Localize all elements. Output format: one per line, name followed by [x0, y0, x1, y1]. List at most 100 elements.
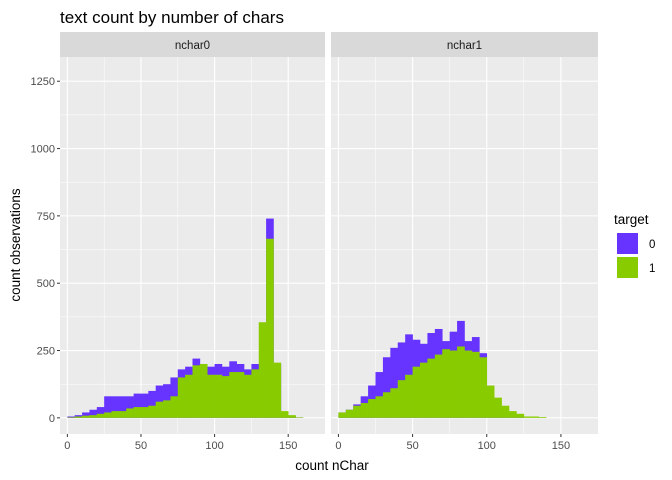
x-axis-title: count nChar — [295, 458, 369, 473]
y-axis-title: count observations — [8, 188, 23, 302]
facet-strip — [331, 32, 598, 57]
bar-target-1 — [155, 401, 164, 418]
bar-target-1 — [471, 351, 480, 418]
bar-target-1 — [133, 407, 142, 418]
bar-target-1 — [104, 412, 112, 418]
facet-strip — [60, 32, 325, 57]
bar-target-1 — [464, 350, 473, 418]
bar-target-1 — [236, 372, 245, 418]
legend: target 0 1 — [614, 212, 655, 278]
bar-target-1 — [531, 416, 539, 418]
bar-target-1 — [486, 385, 495, 418]
bar-target-0 — [89, 409, 98, 418]
bar-target-1 — [434, 354, 443, 418]
bar-target-1 — [67, 417, 76, 418]
legend-swatch-1 — [617, 257, 638, 278]
bar-target-1 — [523, 416, 532, 418]
bar-target-1 — [251, 369, 260, 418]
y-tick-label: 250 — [37, 346, 55, 358]
bar-target-1 — [412, 366, 421, 418]
chart-title: text count by number of chars — [60, 8, 284, 27]
bar-target-1 — [199, 363, 208, 418]
x-tick-label: 100 — [205, 440, 223, 452]
bar-target-1 — [280, 411, 289, 418]
bar-target-0 — [133, 393, 142, 418]
bar-target-1 — [96, 413, 105, 418]
legend-label-1: 1 — [649, 263, 655, 275]
bar-target-1 — [163, 400, 171, 418]
bar-target-1 — [177, 377, 186, 418]
bar-target-1 — [353, 405, 361, 418]
bar-target-1 — [221, 376, 230, 418]
bar-target-1 — [538, 417, 547, 418]
bar-target-1 — [375, 396, 384, 418]
bar-target-1 — [111, 411, 120, 418]
bar-target-1 — [207, 374, 215, 418]
bar-target-1 — [118, 411, 127, 418]
bar-target-0 — [96, 407, 105, 418]
bar-target-1 — [229, 372, 237, 418]
bar-target-1 — [390, 388, 399, 418]
bar-target-0 — [148, 390, 156, 418]
bar-target-0 — [111, 396, 120, 418]
bar-target-1 — [148, 405, 156, 418]
bar-target-1 — [345, 409, 354, 418]
y-tick-label: 1000 — [31, 144, 55, 156]
facet-strip-label: nchar0 — [175, 40, 210, 52]
bar-target-0 — [104, 396, 112, 418]
legend-title: target — [614, 212, 649, 227]
bar-target-0 — [140, 393, 149, 418]
bar-target-0 — [390, 347, 399, 418]
bar-target-0 — [382, 357, 391, 418]
y-tick-label: 750 — [37, 211, 55, 223]
y-tick-label: 500 — [37, 278, 55, 290]
x-tick-label: 100 — [478, 440, 496, 452]
bar-target-1 — [185, 374, 193, 418]
x-tick-label: 150 — [279, 440, 297, 452]
bar-target-1 — [273, 362, 282, 418]
bar-target-1 — [295, 417, 304, 418]
bar-target-1 — [126, 408, 134, 418]
bar-target-1 — [479, 357, 488, 418]
bar-target-1 — [244, 374, 252, 418]
bar-target-0 — [375, 372, 384, 418]
x-tick-label: 0 — [64, 440, 70, 452]
x-tick-label: 50 — [135, 440, 147, 452]
bar-target-1 — [368, 398, 376, 418]
bar-target-1 — [449, 350, 458, 418]
bar-target-1 — [501, 405, 510, 418]
bar-target-0 — [126, 396, 134, 418]
plot-area: nchar0 0 50 100 150 nchar1 0 50 100 150 0 250 500 750… — [31, 32, 598, 452]
bar-target-1 — [382, 392, 391, 418]
bar-target-1 — [266, 238, 274, 418]
bar-target-1 — [420, 362, 428, 418]
bar-target-1 — [170, 396, 179, 418]
y-tick-label: 1250 — [31, 76, 55, 88]
bar-target-1 — [427, 358, 436, 418]
bar-target-0 — [67, 416, 76, 418]
bar-target-1 — [288, 415, 296, 418]
legend-label-0: 0 — [649, 239, 655, 251]
y-tick-label: 0 — [49, 413, 55, 425]
bar-target-1 — [140, 407, 149, 418]
bar-target-1 — [89, 415, 98, 418]
bar-target-1 — [74, 416, 83, 418]
bar-target-1 — [405, 374, 413, 418]
bar-target-1 — [509, 411, 517, 418]
bar-target-1 — [494, 397, 502, 418]
bar-target-1 — [214, 374, 223, 418]
bar-target-1 — [258, 322, 267, 418]
bar-target-0 — [118, 396, 127, 418]
facet-strip-label: nchar1 — [447, 40, 482, 52]
bar-target-1 — [338, 412, 347, 418]
bar-target-1 — [457, 346, 465, 418]
x-tick-label: 150 — [552, 440, 570, 452]
bar-target-1 — [192, 365, 201, 418]
x-tick-label: 0 — [335, 440, 341, 452]
bar-target-1 — [442, 349, 450, 418]
legend-swatch-0 — [617, 233, 638, 254]
bar-target-0 — [82, 412, 90, 418]
bar-target-1 — [360, 403, 369, 418]
bar-target-1 — [397, 380, 406, 418]
